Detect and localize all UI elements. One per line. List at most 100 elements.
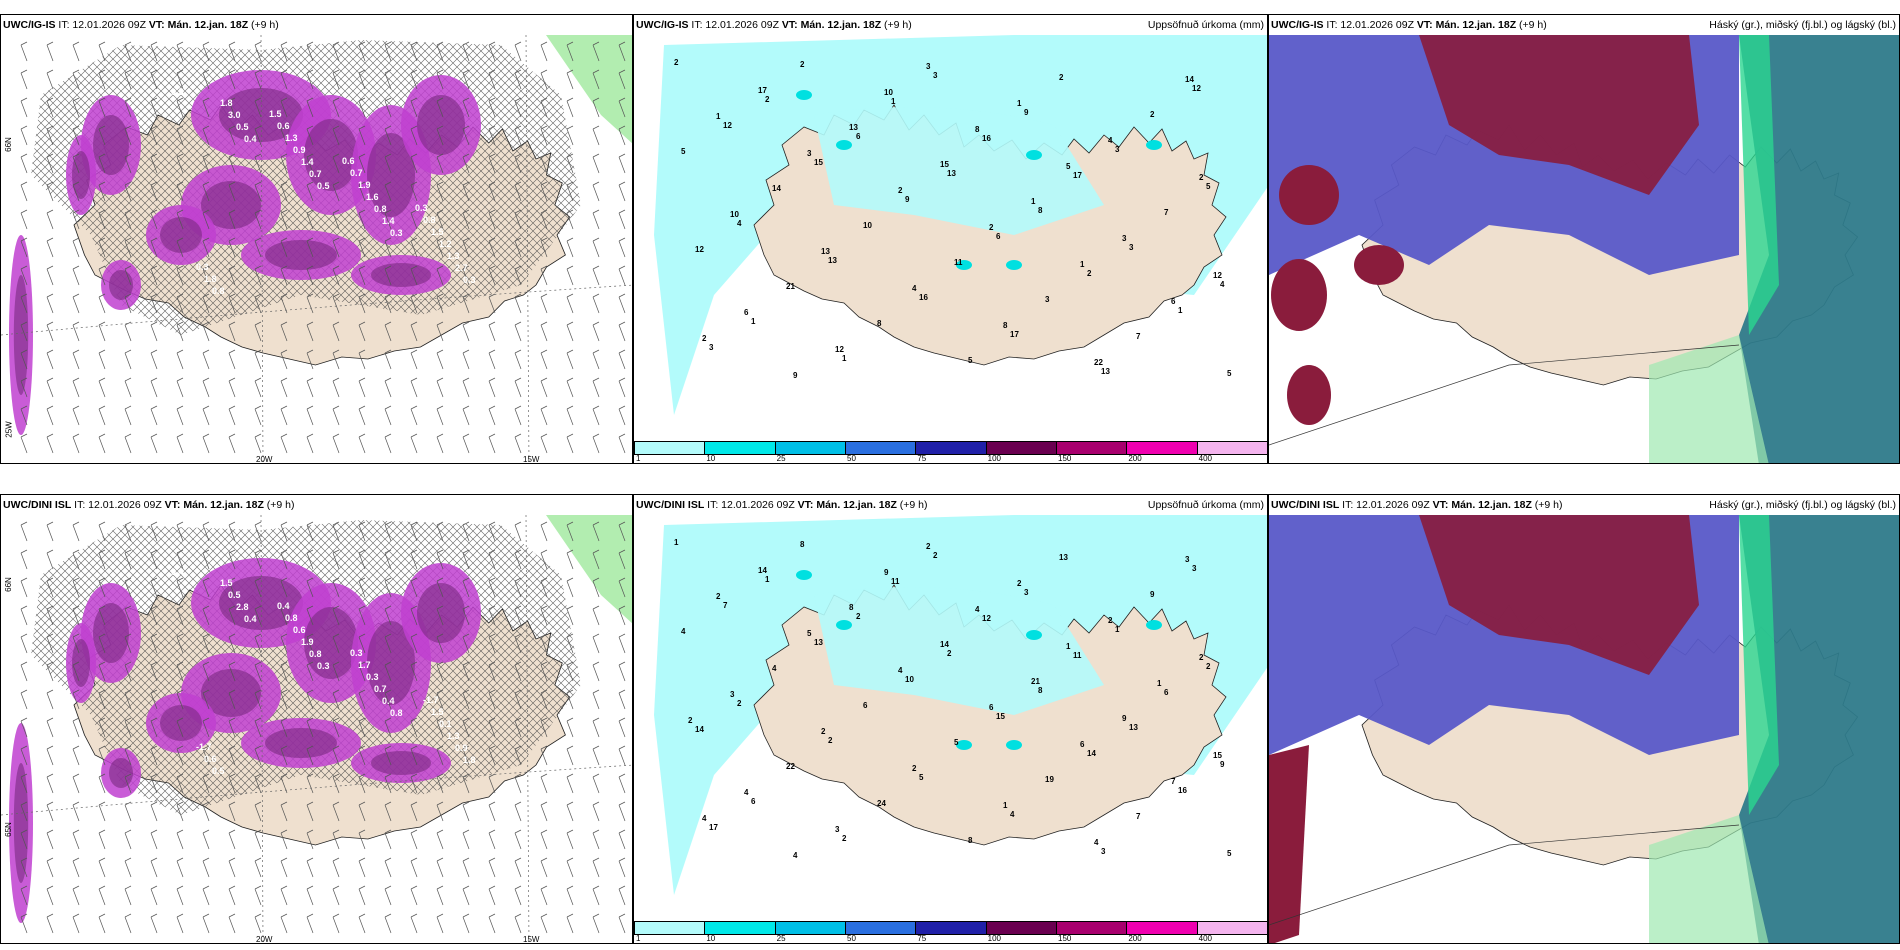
wind-barb	[410, 577, 418, 598]
wind-barb	[176, 125, 184, 146]
wind-barb	[20, 97, 28, 118]
panel-header: UWC/IG-IS IT: 12.01.2026 09Z VT: Mán. 12…	[634, 15, 1267, 35]
precip-value-label: 15	[814, 158, 823, 167]
wind-barb	[46, 321, 54, 342]
precip-value-label: 1	[1157, 679, 1162, 688]
precip-value-label: 5	[954, 738, 959, 747]
pressure-tendency-label: 0.4	[244, 614, 257, 624]
wind-barb	[540, 857, 548, 878]
precip-value-label: 13	[1059, 553, 1068, 562]
pressure-tendency-label: 0.9	[455, 743, 468, 753]
wind-barb	[72, 885, 80, 906]
precip-map[interactable]: 1122813962231222543371310151416178111211…	[634, 515, 1268, 925]
valid-time: Mán. 12.jan. 18Z	[1435, 19, 1517, 31]
wind-barb	[514, 349, 522, 370]
wind-barb	[566, 265, 574, 286]
precip-map[interactable]: 2261383411393541316171312121596213211617…	[634, 35, 1268, 445]
cloud-map[interactable]	[1269, 35, 1900, 464]
wind-barb	[410, 125, 418, 146]
wind-barb	[72, 321, 80, 342]
precip-value-label: 2	[947, 649, 952, 658]
precip-blob-core	[13, 763, 29, 883]
wind-barb	[124, 829, 132, 850]
wind-barb	[98, 125, 106, 146]
precip-blob-core	[304, 119, 358, 191]
wind-barb	[280, 209, 288, 230]
wind-barb	[98, 633, 106, 654]
wind-barb	[540, 321, 548, 342]
cloud-blob	[1279, 165, 1339, 225]
wind-barb	[20, 689, 28, 710]
wind-barb	[332, 661, 340, 682]
weather-map[interactable]: 0.5 0.4 0.5 0.3 0.3 0.5 0.7 1.4 2.7 3.0 1.4 0.8 1.3 1…	[1, 35, 633, 464]
wind-barb	[124, 181, 132, 202]
wind-barb	[618, 41, 626, 62]
precip-value-label: 5	[1066, 162, 1071, 171]
wind-barb	[150, 349, 158, 370]
wind-barb	[254, 69, 262, 90]
wind-barb	[514, 689, 522, 710]
wind-barb	[98, 377, 106, 398]
wind-barb	[410, 549, 418, 570]
wind-barb	[332, 125, 340, 146]
wind-barb	[540, 405, 548, 426]
wind-barb	[384, 349, 392, 370]
wind-barb	[98, 913, 106, 934]
wind-barb	[98, 265, 106, 286]
wind-barb	[280, 745, 288, 766]
lead-time: (+9 h)	[1519, 19, 1547, 31]
precip-value-label: 16	[919, 293, 928, 302]
precip-value-label: 12	[695, 245, 704, 254]
lead-time: (+9 h)	[899, 499, 928, 511]
wind-barb	[618, 605, 626, 626]
wind-barb	[592, 433, 600, 454]
precip-blob-core	[93, 603, 129, 663]
wind-barb	[150, 689, 158, 710]
pressure-tendency-label: 0.8	[212, 286, 225, 296]
wind-barb	[228, 377, 236, 398]
wind-barb	[410, 633, 418, 654]
wind-barb	[358, 41, 366, 62]
wind-barb	[306, 181, 314, 202]
wind-barb	[46, 661, 54, 682]
pressure-tendency-label: 0.3	[463, 275, 476, 285]
wind-barb	[514, 125, 522, 146]
wind-barb	[72, 349, 80, 370]
wind-barb	[384, 801, 392, 822]
precip-value-label: 8	[1038, 206, 1043, 215]
wind-barb	[566, 857, 574, 878]
precip-value-label: 2	[800, 60, 805, 69]
wind-barb	[488, 41, 496, 62]
wind-barb	[618, 857, 626, 878]
wind-barb	[202, 689, 210, 710]
wind-barb	[410, 349, 418, 370]
precip-value-label: 2	[1059, 73, 1064, 82]
wind-barb	[566, 885, 574, 906]
wind-barb	[72, 605, 80, 626]
wind-barb	[306, 125, 314, 146]
wind-barb	[176, 377, 184, 398]
wind-barb	[98, 885, 106, 906]
wind-barb	[202, 69, 210, 90]
wind-barb	[436, 209, 444, 230]
wind-barb	[20, 125, 28, 146]
precip-cell	[796, 570, 812, 580]
wind-barb	[618, 349, 626, 370]
precip-value-label: 1	[1178, 306, 1183, 315]
wind-barb	[228, 153, 236, 174]
precip-value-label: 12	[1213, 271, 1222, 280]
wind-barb	[280, 717, 288, 738]
wind-barb	[488, 293, 496, 314]
wind-barb	[46, 97, 54, 118]
wind-barb	[592, 41, 600, 62]
wind-barb	[540, 577, 548, 598]
precip-value-label: 21	[1031, 677, 1040, 686]
wind-barb	[592, 69, 600, 90]
weather-map[interactable]: 0.4 0.4 0.3 0.8 1.8 2.8 0.8 0.4 0.9 0.5 1.9 0.7 1.3 1…	[1, 515, 633, 944]
wind-barb	[254, 577, 262, 598]
pressure-tendency-label: 0.4	[244, 134, 257, 144]
cloud-map[interactable]	[1269, 515, 1900, 944]
wind-barb	[254, 181, 262, 202]
wind-barb	[462, 605, 470, 626]
pressure-tendency-label: 0.3	[366, 672, 379, 682]
